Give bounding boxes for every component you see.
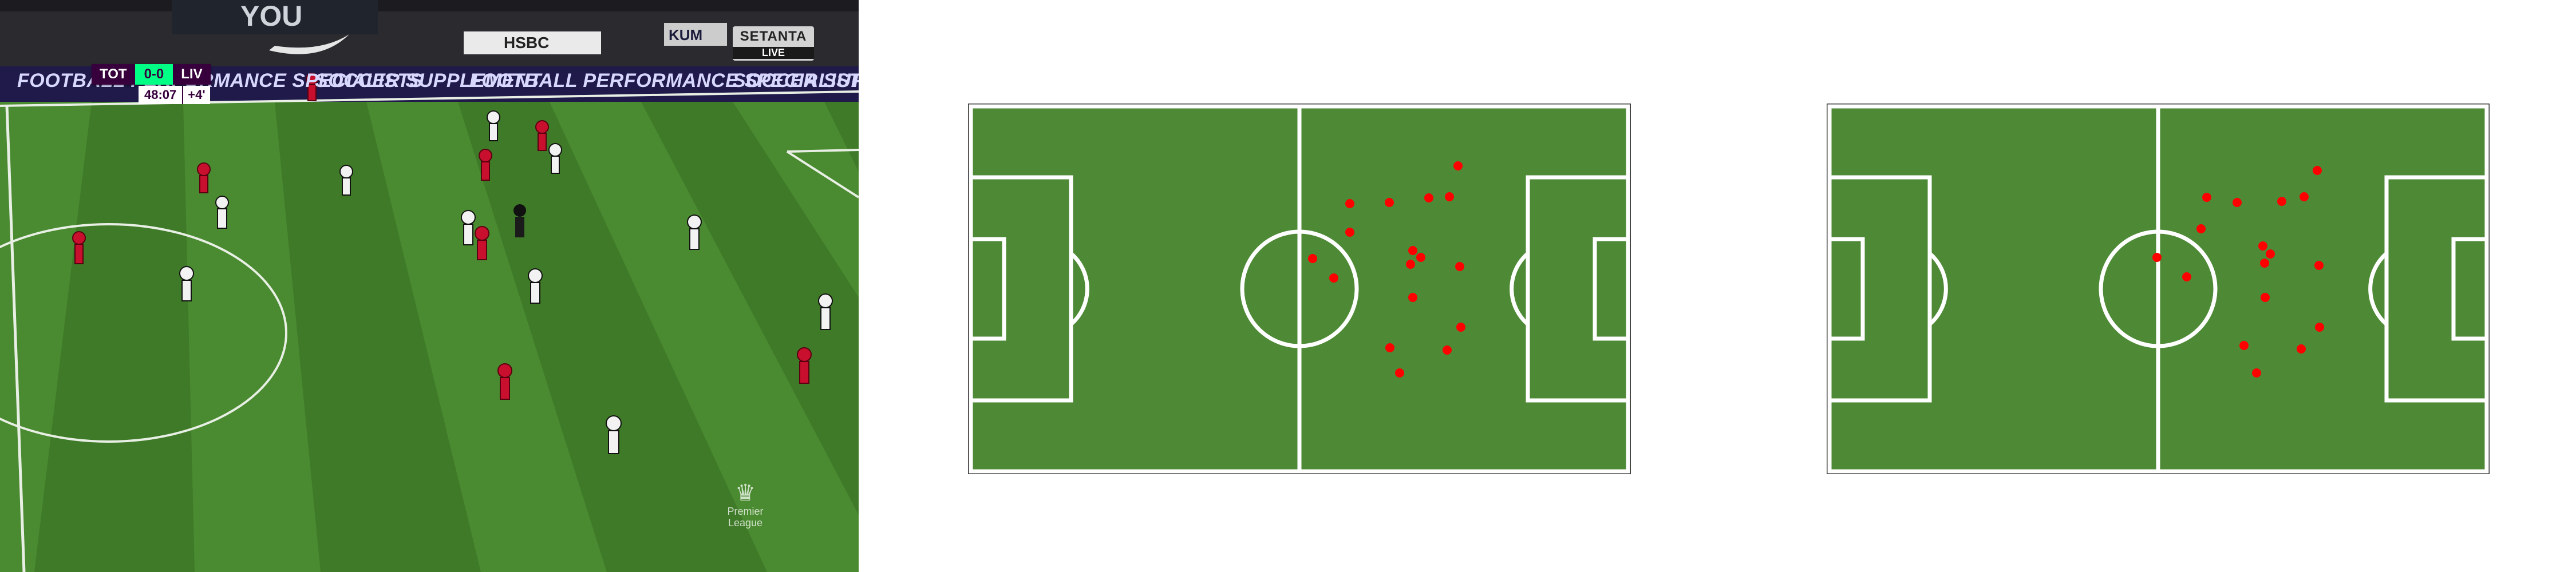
pitch-svg: [967, 103, 1631, 475]
home-team: TOT: [92, 64, 135, 85]
player-marker: [1408, 293, 1417, 302]
league-watermark: ♛ Premier League: [722, 480, 768, 529]
player-marker: [1443, 345, 1452, 355]
led-board-text: SOCCER SUPPLEMENT: [315, 70, 542, 92]
player-marker: [2277, 197, 2286, 206]
player-marker: [2233, 198, 2242, 207]
led-board-text: FOOTBALL PERFORMANCE SPECIALISTS: [17, 70, 423, 92]
player-marker: [1385, 343, 1394, 352]
channel-name: SETANTA: [740, 29, 807, 44]
score: 0-0: [135, 64, 173, 85]
player-marker: [2314, 261, 2324, 270]
match-clock: 48:07 +4': [139, 86, 210, 104]
player-marker: [2239, 341, 2249, 350]
player-marker: [2202, 193, 2211, 202]
player-marker: [1408, 246, 1417, 255]
player-marker: [2313, 166, 2322, 175]
player-marker: [1345, 199, 1354, 208]
pitch-diagram-2: [1826, 103, 2490, 475]
player-marker: [1445, 192, 1454, 201]
player-marker: [2315, 323, 2324, 332]
led-board-text: SOCCER SUPPLEMENT: [733, 70, 859, 92]
player-marker: [1345, 228, 1354, 237]
player-marker: [1406, 260, 1415, 269]
player-marker: [1416, 253, 1425, 262]
channel-badge: SETANTA LIVE: [733, 26, 814, 61]
player-marker: [1424, 193, 1433, 202]
player-marker: [2260, 259, 2269, 268]
scorebug: TOT 0-0 LIV: [92, 64, 211, 85]
pitch-diagram-1: [967, 103, 1631, 475]
player-marker: [2258, 241, 2267, 251]
swoosh-logo: [269, 34, 349, 54]
player-marker: [1395, 368, 1404, 378]
player-marker: [2266, 249, 2275, 259]
broadcast-scene: YOU HSBC KUM: [0, 0, 859, 572]
player-marker: [2152, 253, 2162, 262]
pitch-svg: [1826, 103, 2490, 475]
player-marker: [1329, 273, 1338, 283]
player-marker: [2297, 344, 2306, 353]
hsbc-banner: HSBC: [504, 34, 549, 51]
player-marker: [1455, 262, 1464, 271]
led-board-text: FOOTBALL PERFORMANCE SPECIALISTS: [469, 70, 859, 92]
kumho-banner: KUM: [669, 26, 702, 43]
player-marker: [2196, 224, 2206, 233]
player-marker: [2182, 272, 2191, 281]
clock-time: 48:07: [139, 86, 183, 104]
player-marker: [1385, 198, 1394, 207]
player-marker: [2300, 192, 2309, 201]
player-marker: [2261, 293, 2270, 302]
away-team: LIV: [173, 64, 211, 85]
watermark-text: Premier League: [727, 506, 764, 529]
stand-banner-you: YOU: [240, 0, 302, 32]
live-indicator: LIVE: [733, 47, 814, 59]
lion-icon: ♛: [735, 480, 756, 506]
broadcast-frame: YOU HSBC KUM: [0, 0, 859, 572]
player-marker: [2252, 368, 2261, 378]
player-marker: [1456, 323, 1465, 332]
added-time: +4': [182, 86, 210, 104]
player-marker: [1308, 254, 1317, 263]
player-marker: [1453, 161, 1463, 170]
